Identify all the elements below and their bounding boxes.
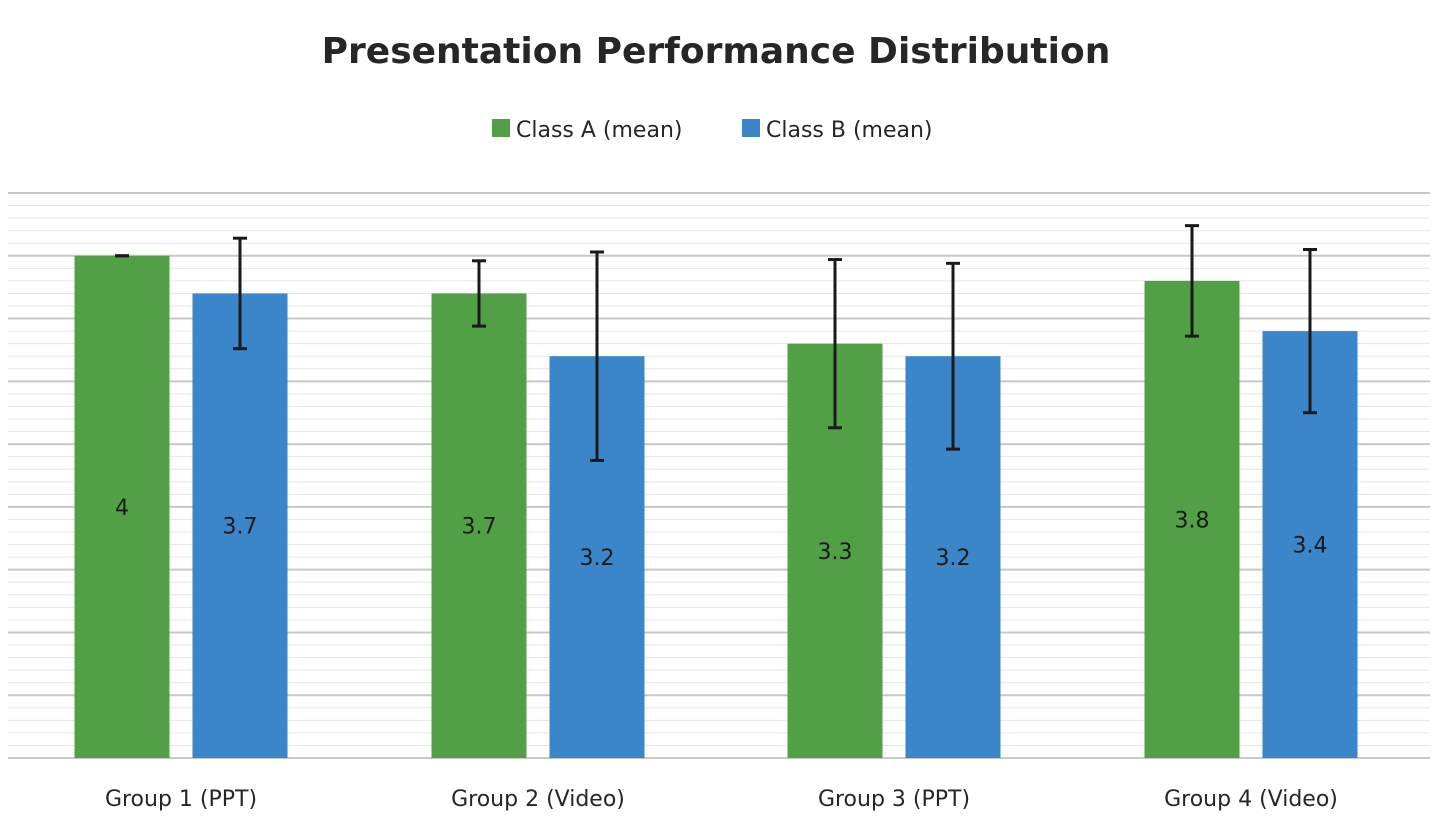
error-bar-class-a-group-4 [1185,224,1199,338]
error-bar-class-b-group-4 [1303,248,1317,415]
data-labels: 4 3.7 3.7 3.2 3.3 3.2 3.8 3.4 [115,496,1328,571]
data-label-class-a-group-2: 3.7 [462,515,497,540]
error-bar-class-a-group-3 [828,258,842,430]
data-label-class-b-group-3: 3.2 [936,546,971,571]
bar-class-a-group-2 [431,293,527,758]
data-label-class-b-group-4: 3.4 [1293,534,1328,559]
data-label-class-a-group-4: 3.8 [1175,508,1210,533]
data-label-class-b-group-2: 3.2 [580,546,615,571]
error-bar-class-a-group-2 [472,259,486,328]
bar-class-a-group-4 [1144,280,1240,758]
x-tick-label-group-3: Group 3 (PPT) [818,787,970,812]
data-label-class-a-group-3: 3.3 [818,540,853,565]
error-bars [115,224,1317,462]
x-tick-label-group-1: Group 1 (PPT) [105,787,257,812]
legend: Class A (mean) Class B (mean) [492,118,933,143]
bar-class-a-group-1 [74,255,170,758]
bar-class-b-group-1 [192,293,288,758]
x-tick-label-group-4: Group 4 (Video) [1164,787,1338,812]
legend-label-class-a: Class A (mean) [516,118,682,143]
x-tick-label-group-2: Group 2 (Video) [451,787,625,812]
legend-swatch-class-a [492,119,510,137]
x-axis-tick-labels: Group 1 (PPT) Group 2 (Video) Group 3 (PPT… [105,787,1338,812]
error-bar-class-b-group-1 [233,236,247,351]
chart-title: Presentation Performance Distribution [322,31,1111,72]
error-bar-class-b-group-2 [590,250,604,462]
error-bar-class-b-group-3 [946,261,960,451]
legend-swatch-class-b [742,119,760,137]
data-label-class-b-group-1: 3.7 [223,515,258,540]
data-label-class-a-group-1: 4 [115,496,129,521]
legend-label-class-b: Class B (mean) [766,118,933,143]
